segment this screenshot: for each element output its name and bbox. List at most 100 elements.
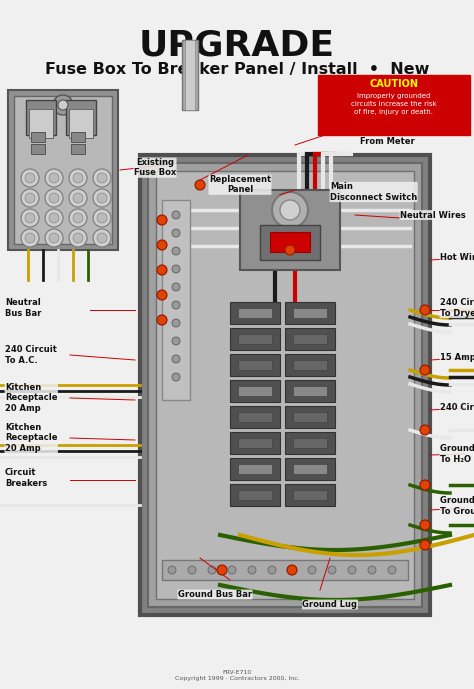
Circle shape	[53, 95, 73, 115]
Text: Existing
Fuse Box: Existing Fuse Box	[134, 158, 176, 177]
Bar	[238, 334, 272, 344]
Circle shape	[69, 229, 87, 247]
Bar	[293, 464, 327, 474]
Circle shape	[280, 200, 300, 220]
Circle shape	[157, 215, 167, 225]
Text: 240 Circuit
To Dryer: 240 Circuit To Dryer	[440, 298, 474, 318]
Circle shape	[288, 566, 296, 574]
Circle shape	[21, 209, 39, 227]
Circle shape	[21, 229, 39, 247]
Text: Kitchen
Receptacle
20 Amp: Kitchen Receptacle 20 Amp	[5, 423, 57, 453]
Circle shape	[49, 193, 59, 203]
Bar	[293, 490, 327, 500]
Circle shape	[69, 169, 87, 187]
Text: Replacement
Panel: Replacement Panel	[209, 175, 271, 194]
Text: FRV-E710
Copyright 1999 · Contractors 2000, Inc.: FRV-E710 Copyright 1999 · Contractors 20…	[174, 670, 300, 681]
Circle shape	[248, 566, 256, 574]
Bar	[230, 354, 280, 376]
Circle shape	[172, 211, 180, 219]
Circle shape	[172, 355, 180, 363]
Circle shape	[420, 520, 430, 530]
Bar	[293, 308, 327, 318]
Circle shape	[208, 566, 216, 574]
Circle shape	[93, 229, 111, 247]
Bar	[71, 144, 85, 154]
Circle shape	[268, 566, 276, 574]
Circle shape	[188, 566, 196, 574]
Bar	[230, 380, 280, 402]
Circle shape	[368, 566, 376, 574]
Bar	[270, 232, 310, 252]
Bar	[230, 406, 280, 428]
Text: Ground Wire
To H₂O Pipe: Ground Wire To H₂O Pipe	[440, 444, 474, 464]
Bar	[285, 484, 335, 506]
Bar	[230, 328, 280, 350]
Circle shape	[420, 425, 430, 435]
Circle shape	[21, 169, 39, 187]
Bar	[293, 438, 327, 448]
Circle shape	[93, 169, 111, 187]
Bar	[238, 412, 272, 422]
Text: UPGRADE: UPGRADE	[139, 28, 335, 62]
Bar	[293, 386, 327, 396]
Circle shape	[172, 247, 180, 255]
Circle shape	[287, 565, 297, 575]
Circle shape	[97, 173, 107, 183]
Circle shape	[73, 213, 83, 223]
Bar	[230, 458, 280, 480]
Bar	[140, 155, 430, 615]
Circle shape	[25, 173, 35, 183]
Bar	[285, 406, 335, 428]
Bar	[31, 144, 45, 154]
Text: Kitchen
Receptacle
20 Amp: Kitchen Receptacle 20 Amp	[5, 383, 57, 413]
Bar	[8, 90, 118, 250]
Bar	[31, 132, 45, 142]
Bar	[285, 458, 335, 480]
Circle shape	[73, 233, 83, 243]
Circle shape	[172, 319, 180, 327]
Circle shape	[272, 192, 308, 228]
Circle shape	[25, 233, 35, 243]
Text: 15 Amp Circuit: 15 Amp Circuit	[440, 353, 474, 362]
Bar	[14, 96, 112, 244]
Circle shape	[328, 566, 336, 574]
Circle shape	[49, 213, 59, 223]
Circle shape	[69, 189, 87, 207]
Circle shape	[69, 209, 87, 227]
Circle shape	[49, 233, 59, 243]
Circle shape	[172, 265, 180, 273]
Bar	[26, 100, 56, 135]
Bar	[71, 132, 85, 142]
Bar	[293, 360, 327, 370]
Circle shape	[195, 180, 205, 190]
Bar	[230, 302, 280, 324]
Bar	[238, 490, 272, 500]
Bar	[185, 40, 195, 110]
Bar	[148, 163, 422, 607]
Circle shape	[21, 189, 39, 207]
Text: From Meter: From Meter	[360, 138, 415, 147]
Text: Neutral Wires: Neutral Wires	[400, 211, 466, 220]
Bar	[240, 190, 340, 270]
Circle shape	[172, 229, 180, 237]
Circle shape	[93, 209, 111, 227]
Bar	[230, 432, 280, 454]
Circle shape	[25, 193, 35, 203]
Text: Ground Bus Bar: Ground Bus Bar	[178, 590, 252, 599]
Circle shape	[172, 337, 180, 345]
Bar	[238, 438, 272, 448]
Bar	[238, 386, 272, 396]
Circle shape	[58, 100, 68, 110]
Bar	[69, 109, 93, 138]
Circle shape	[93, 189, 111, 207]
Circle shape	[348, 566, 356, 574]
Circle shape	[217, 565, 227, 575]
Circle shape	[172, 283, 180, 291]
Bar	[293, 334, 327, 344]
Text: Main
Disconnect Switch: Main Disconnect Switch	[330, 183, 417, 202]
Bar	[285, 380, 335, 402]
Text: CAUTION: CAUTION	[370, 79, 419, 89]
Circle shape	[157, 315, 167, 325]
Circle shape	[73, 173, 83, 183]
Circle shape	[172, 373, 180, 381]
